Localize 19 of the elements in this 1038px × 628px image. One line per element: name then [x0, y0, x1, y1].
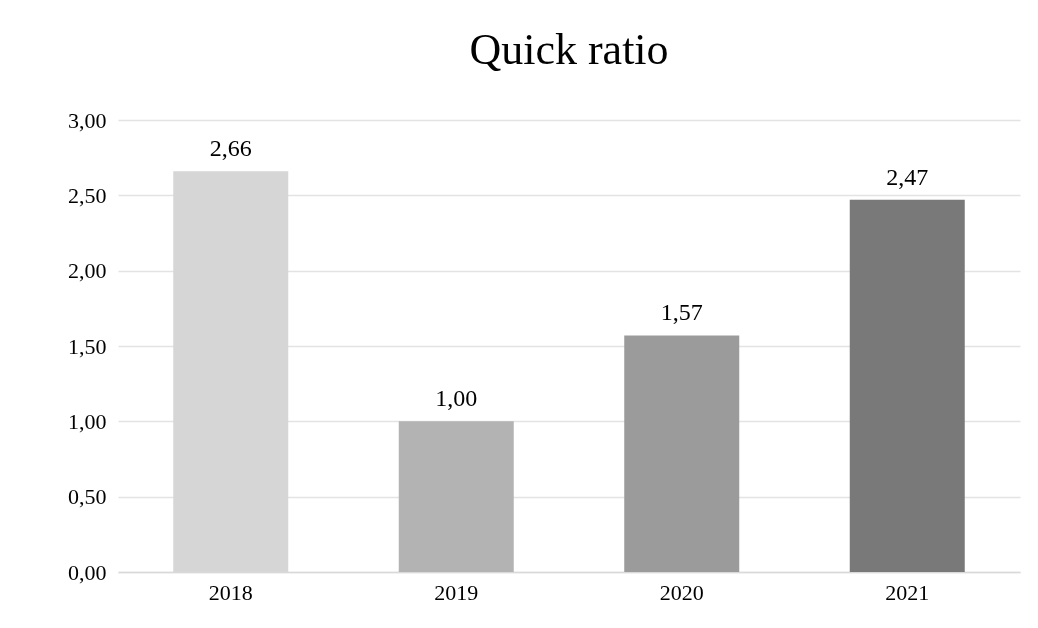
- y-tick-label: 1,50: [68, 333, 107, 359]
- y-tick-label: 2,50: [68, 182, 107, 208]
- y-tick-label: 1,00: [68, 408, 107, 434]
- y-tick-label: 0,00: [68, 559, 107, 585]
- data-label: 1,57: [660, 299, 703, 326]
- x-tick-label: 2019: [434, 579, 479, 605]
- x-tick-label: 2021: [885, 579, 930, 605]
- data-label: 1,00: [435, 385, 478, 412]
- y-tick-label: 3,00: [68, 107, 107, 133]
- bar: [398, 421, 514, 572]
- data-label: 2,66: [209, 135, 252, 162]
- y-tick-label: 0,50: [68, 484, 107, 510]
- x-tick-label: 2020: [659, 579, 704, 605]
- x-tick-label: 2018: [208, 579, 253, 605]
- bar: [624, 335, 740, 572]
- chart-title: Quick ratio: [469, 25, 669, 74]
- y-tick-label: 2,00: [68, 258, 107, 284]
- data-label: 2,47: [886, 163, 929, 190]
- bar: [849, 199, 965, 572]
